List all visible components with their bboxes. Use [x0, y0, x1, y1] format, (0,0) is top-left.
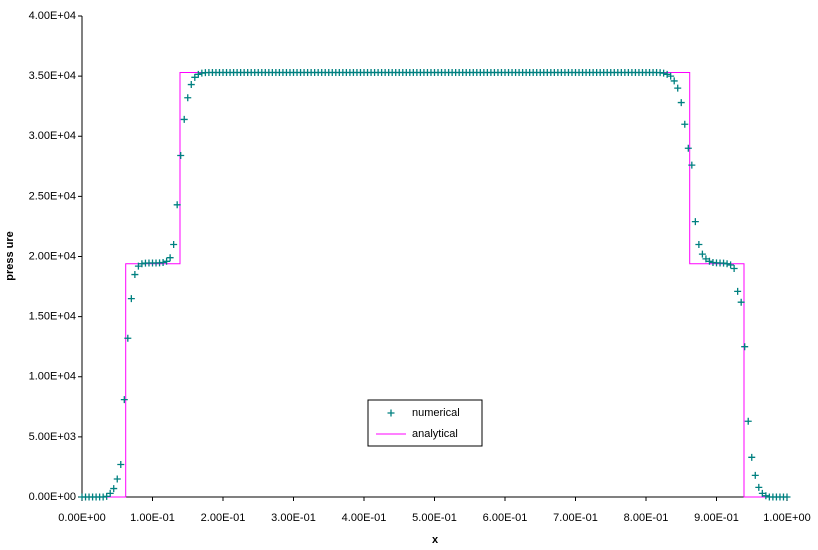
point: [677, 99, 685, 107]
point: [184, 94, 192, 102]
point: [755, 483, 763, 491]
y-tick-label: 1.50E+04: [29, 311, 76, 323]
x-tick-label: 0.00E+00: [58, 512, 105, 524]
y-tick-label: 3.00E+04: [29, 130, 76, 142]
point: [127, 295, 135, 303]
legend-swatch: [387, 409, 395, 417]
point: [741, 343, 749, 351]
point: [131, 271, 139, 279]
point: [166, 254, 174, 262]
x-tick-label: 1.00E-01: [130, 512, 175, 524]
x-tick-label: 5.00E-01: [412, 512, 457, 524]
point: [702, 255, 710, 263]
point: [688, 161, 696, 169]
point: [691, 218, 699, 226]
legend-label: numerical: [412, 407, 460, 419]
y-tick-label: 2.00E+04: [29, 250, 76, 262]
point: [106, 489, 114, 497]
x-tick-label: 1.00E+00: [763, 512, 810, 524]
point: [667, 72, 675, 80]
point: [180, 115, 188, 123]
point: [124, 334, 132, 342]
point: [737, 298, 745, 306]
y-tick-label: 5.00E+03: [29, 431, 76, 443]
point: [660, 69, 668, 77]
point: [734, 287, 742, 295]
point: [758, 489, 766, 497]
point: [187, 81, 195, 89]
point: [120, 396, 128, 404]
point: [194, 70, 202, 78]
x-tick-label: 2.00E-01: [201, 512, 246, 524]
point: [695, 240, 703, 248]
point: [698, 250, 706, 258]
point: [748, 453, 756, 461]
point: [191, 73, 199, 81]
x-tick-label: 6.00E-01: [483, 512, 528, 524]
y-tick-label: 1.00E+04: [29, 371, 76, 383]
point: [744, 417, 752, 425]
point: [110, 485, 118, 493]
point: [103, 492, 111, 500]
point: [163, 257, 171, 265]
x-axis-title: x: [432, 534, 439, 546]
point: [705, 257, 713, 265]
point: [670, 77, 678, 85]
y-axis-title: press ure: [4, 231, 16, 281]
point: [113, 475, 121, 483]
y-tick-label: 2.50E+04: [29, 190, 76, 202]
point: [727, 261, 735, 269]
point: [684, 144, 692, 152]
point: [783, 493, 791, 501]
point: [170, 240, 178, 248]
point: [681, 120, 689, 128]
point: [177, 151, 185, 159]
y-tick-label: 0.00E+00: [29, 491, 76, 503]
point: [730, 265, 738, 273]
point: [723, 260, 731, 268]
x-tick-label: 3.00E-01: [271, 512, 316, 524]
x-tick-label: 4.00E-01: [342, 512, 387, 524]
legend-label: analytical: [412, 428, 458, 440]
legend: [367, 399, 483, 447]
point: [159, 259, 167, 267]
y-tick-label: 3.50E+04: [29, 70, 76, 82]
x-tick-label: 9.00E-01: [694, 512, 739, 524]
point: [117, 461, 125, 469]
point: [762, 492, 770, 500]
point: [134, 262, 142, 270]
point: [751, 471, 759, 479]
point: [173, 201, 181, 209]
point: [674, 84, 682, 92]
x-tick-label: 7.00E-01: [553, 512, 598, 524]
y-tick-label: 4.00E+04: [29, 10, 76, 22]
x-tick-label: 8.00E-01: [624, 512, 669, 524]
point: [663, 70, 671, 78]
